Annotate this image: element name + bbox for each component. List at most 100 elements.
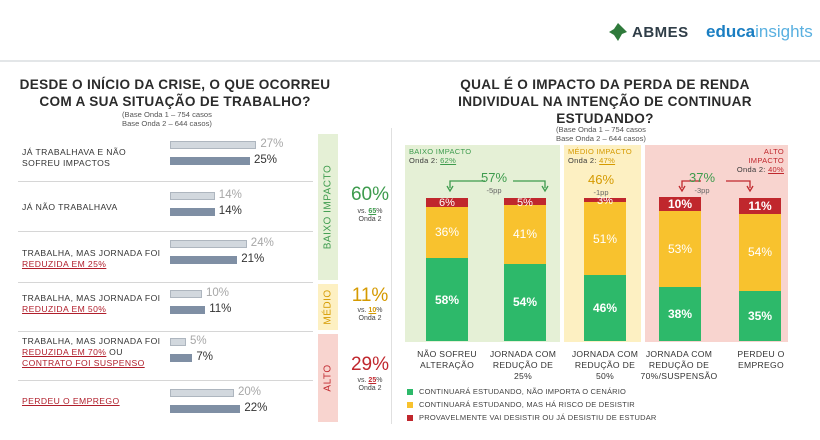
bar-value-label: 7% — [196, 351, 214, 363]
baixo-total: 60% — [350, 184, 390, 205]
left-title-line1: DESDE O INÍCIO DA CRISE, O QUE OCORREU — [19, 77, 331, 92]
legend-item-desistir: PROVAVELMENTE VAI DESISTIR OU JÁ DESISTI… — [407, 413, 657, 422]
bar-onda1 — [170, 389, 234, 397]
alto-total: 29% — [350, 354, 390, 375]
band-medio-label: MÉDIO — [322, 289, 334, 325]
segment-value-label: 58% — [434, 292, 460, 307]
group-title-baixo: BAIXO IMPACTO Onda 2: 62% — [409, 147, 472, 165]
group-diff-baixo: -5pp — [486, 186, 502, 195]
legend-item-risco: CONTINUARÁ ESTUDANDO, MAS HÁ RISCO DE DE… — [407, 400, 635, 409]
bar-onda2 — [170, 306, 206, 314]
legend-swatch — [407, 415, 413, 422]
abmes-logo-text: ABMES — [632, 23, 689, 41]
x-axis-label: JORNADA COM REDUÇÃO DE 70%/SUSPENSÃO — [640, 349, 718, 381]
segment-value-label: 53% — [667, 241, 693, 256]
right-base-line2: Base Onda 2 – 644 casos) — [556, 134, 646, 143]
left-base-line2: Base Onda 2 – 644 casos) — [122, 119, 212, 128]
row-label-3: TRABALHA, MAS JORNADA FOI REDUZIDA EM 50% — [22, 293, 161, 314]
segment-value-label: 54% — [747, 245, 773, 260]
bar-onda1 — [170, 240, 247, 248]
row-divider — [18, 181, 313, 182]
bar-value-label: 10% — [206, 287, 230, 299]
segment-value-label: 35% — [747, 308, 773, 323]
stacked-bar-segment: 58% — [426, 258, 468, 341]
stacked-bar-segment: 5% — [504, 197, 546, 209]
segment-value-label: 46% — [592, 301, 618, 316]
segment-value-label: 11% — [748, 198, 772, 213]
alto-vs: vs. 25% Onda 2 — [357, 377, 383, 392]
header-divider — [0, 60, 820, 62]
bar-value-label: 5% — [190, 335, 207, 347]
group-title-alto: ALTO IMPACTO Onda 2: 40% — [736, 147, 784, 174]
band-alto-label: ALTO — [322, 364, 334, 392]
bar-value-label: 24% — [250, 237, 274, 249]
row-divider — [18, 282, 313, 283]
insights-text: insights — [755, 22, 813, 41]
segment-value-label: 54% — [512, 295, 538, 310]
x-axis-label: NÃO SOFREU ALTERAÇÃO — [417, 349, 477, 370]
x-axis-label: PERDEU O EMPREGO — [737, 349, 785, 370]
band-alto: ALTO — [318, 334, 338, 422]
stacked-bar-segment: 54% — [739, 213, 781, 291]
stacked-bar-segment: 38% — [659, 286, 701, 341]
educa-insights-logo: educainsights — [706, 22, 813, 42]
group-diff-medio: -1pp — [593, 188, 609, 197]
segment-value-label: 38% — [667, 306, 693, 321]
stacked-bar-segment: 54% — [504, 263, 546, 341]
stacked-bar-segment: 53% — [659, 210, 701, 287]
abmes-leaf-icon — [609, 23, 627, 41]
stacked-bar-segment: 11% — [739, 198, 781, 214]
bar-value-label: 25% — [254, 154, 278, 166]
band-medio: MÉDIO — [318, 284, 338, 330]
bar-value-label: 22% — [244, 402, 268, 414]
bar-onda1 — [170, 290, 202, 298]
stacked-bar-segment: 35% — [739, 290, 781, 341]
row-divider — [18, 380, 313, 381]
row-label-4: TRABALHA, MAS JORNADA FOI REDUZIDA EM 70%… — [22, 336, 161, 368]
bar-onda2 — [170, 354, 193, 362]
bar-onda1 — [170, 192, 215, 200]
stacked-bar-segment: 36% — [426, 206, 468, 259]
legend-swatch — [407, 402, 413, 409]
group-total-baixo: 57% — [480, 170, 508, 185]
left-title: DESDE O INÍCIO DA CRISE, O QUE OCORREU C… — [10, 76, 340, 110]
bar-onda2 — [170, 208, 215, 216]
row-label-1: JÁ NÃO TRABALHAVA — [22, 202, 118, 212]
left-title-line2: COM A SUA SITUAÇÃO DE TRABALHO? — [39, 94, 311, 109]
segment-value-label: 6% — [439, 197, 455, 210]
bar-onda2 — [170, 256, 238, 264]
stacked-bar-segment: 10% — [659, 196, 701, 211]
segment-value-label: 41% — [512, 227, 538, 242]
x-axis-label: JORNADA COM REDUÇÃO DE 50% — [571, 349, 639, 381]
bar-onda1 — [170, 338, 186, 346]
bar-value-label: 20% — [238, 386, 262, 398]
abmes-logo: ABMES — [608, 22, 689, 42]
bar-onda2 — [170, 405, 241, 413]
segment-value-label: 3% — [597, 195, 613, 208]
segment-value-label: 36% — [434, 225, 460, 240]
band-baixo-label: BAIXO IMPACTO — [322, 164, 334, 250]
stacked-bar-segment: 51% — [584, 202, 626, 276]
bar-value-label: 21% — [241, 253, 265, 265]
band-baixo: BAIXO IMPACTO — [318, 134, 338, 280]
bar-value-label: 27% — [260, 138, 284, 150]
bar-onda1 — [170, 141, 257, 149]
row-label-2: TRABALHA, MAS JORNADA FOI REDUZIDA EM 25% — [22, 248, 161, 269]
bar-value-label: 11% — [209, 303, 232, 315]
right-title-line2: INDIVIDUAL NA INTENÇÃO DE CONTINUAR — [458, 94, 752, 109]
right-title-line3: ESTUDANDO? — [556, 111, 654, 126]
group-total-medio: 46% — [587, 172, 615, 187]
group-brackets — [446, 180, 754, 193]
baixo-vs: vs. 65% Onda 2 — [357, 208, 383, 223]
medio-total: 11% — [351, 285, 389, 306]
stacked-bar-segment: 3% — [584, 195, 626, 207]
row-divider — [18, 231, 313, 232]
bar-value-label: 14% — [218, 205, 242, 217]
x-axis-label: JORNADA COM REDUÇÃO DE 25% — [489, 349, 557, 381]
right-base-line1: (Base Onda 1 – 754 casos — [556, 125, 646, 134]
legend-swatch — [407, 389, 413, 396]
stacked-bar-segment: 46% — [584, 275, 626, 341]
row-label-0: JÁ TRABALHAVA E NÃO SOFREU IMPACTOS — [22, 147, 127, 168]
panel-separator — [391, 128, 392, 424]
segment-value-label: 5% — [517, 196, 533, 209]
